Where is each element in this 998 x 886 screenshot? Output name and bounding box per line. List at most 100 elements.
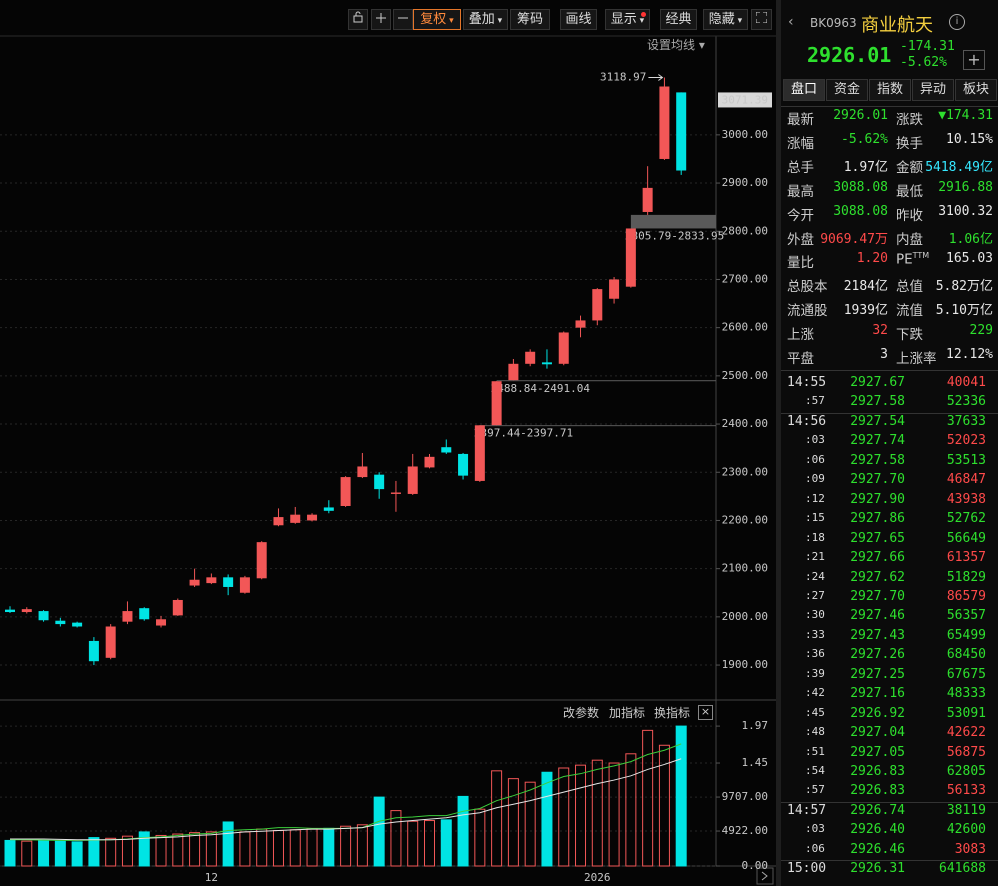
stat-label: 总值 [896, 279, 923, 296]
tick-volume: 53513 [946, 452, 986, 468]
lock-button[interactable] [348, 9, 368, 30]
splitter[interactable] [776, 0, 781, 886]
stat-label: 内盘 [896, 231, 923, 248]
gap-zone [479, 425, 716, 427]
volume-bar [524, 781, 536, 867]
candle-body [239, 577, 250, 593]
toolbar-button[interactable]: 叠加 ▾ [463, 9, 508, 30]
volume-bar [591, 759, 603, 867]
tick-time: :42 [805, 686, 825, 700]
volume-bar [474, 808, 486, 867]
toolbar-button[interactable]: 筹码 [510, 9, 550, 30]
y-tick-label: 1.97 [742, 719, 769, 732]
gap-label: 2397.44-2397.71 [474, 426, 573, 439]
candle-body [307, 514, 318, 521]
high-arrowhead [658, 74, 664, 81]
tick-volume: 61357 [946, 550, 986, 566]
tick-volume: 68450 [946, 647, 986, 663]
tick-time: :51 [805, 744, 825, 758]
dropdown-arrow: ▾ [494, 16, 503, 26]
toolbar-button-label: 经典 [665, 12, 692, 27]
tick-time: :33 [805, 627, 825, 641]
divider [781, 370, 998, 371]
minus-button[interactable] [393, 9, 413, 30]
stat-label: 涨跌 [896, 112, 923, 128]
plus-icon [376, 13, 386, 23]
add-watch-button[interactable]: + [963, 50, 985, 70]
stat-label: 下跌 [896, 327, 923, 344]
plus-button[interactable] [371, 9, 391, 30]
notice-dot [641, 12, 646, 17]
candle-body [139, 608, 150, 620]
stat-label: 量比 [787, 255, 814, 272]
stat-value: 5.10万亿 [935, 303, 993, 319]
panel-tab[interactable]: 指数 [869, 79, 911, 101]
toolbar-button[interactable]: 画线 [560, 9, 597, 30]
candle-body [575, 320, 586, 328]
stat-label: 今开 [787, 207, 814, 224]
candle-body [55, 620, 66, 625]
stat-value: 9069.47万 [820, 231, 888, 247]
indicator-button[interactable]: 加指标 [609, 706, 646, 720]
stat-value: 3088.08 [833, 179, 888, 195]
tick-price: 2926.74 [850, 802, 905, 818]
tick-price: 2927.54 [850, 413, 905, 429]
price-change: -174.31 [900, 39, 955, 54]
volume-bar [88, 837, 100, 867]
candle-body [206, 577, 217, 584]
tick-price: 2927.46 [850, 608, 905, 624]
gap-label: 2805.79-2833.95 [625, 229, 724, 242]
indicator-button[interactable]: 改参数 [563, 706, 600, 720]
stat-label: 总手 [787, 159, 814, 176]
tick-time: 15:00 [787, 861, 827, 877]
ma-settings[interactable]: 设置均线 ▾ [647, 38, 705, 52]
panel-tab[interactable]: 盘口 [783, 79, 825, 101]
stat-label: 上涨 [787, 327, 814, 344]
candle-body [676, 92, 687, 171]
indicator-button[interactable]: 换指标 [654, 706, 691, 720]
candle-body [172, 599, 183, 616]
back-icon[interactable]: ‹ [788, 14, 794, 30]
dropdown-arrow: ▾ [446, 16, 454, 26]
volume-bar [675, 725, 687, 867]
tick-group-divider [781, 801, 998, 803]
volume-ma-line [10, 758, 682, 841]
tick-volume: 52762 [946, 511, 986, 527]
volume-bar [457, 795, 469, 867]
volume-bar [205, 831, 217, 867]
candle-body [424, 456, 435, 468]
tick-time: :03 [805, 822, 825, 836]
tick-price: 2927.70 [850, 472, 905, 488]
y-tick-label: 2200.00 [722, 513, 768, 526]
volume-bar [54, 840, 66, 867]
toolbar-button[interactable]: 经典 [660, 9, 697, 30]
fullscreen-button[interactable] [751, 9, 772, 30]
candle-body [441, 447, 452, 453]
tick-price: 2927.58 [850, 394, 905, 410]
tick-price: 2927.43 [850, 627, 905, 643]
panel-tab[interactable]: 资金 [826, 79, 868, 101]
tick-time: :57 [805, 394, 825, 408]
candle-body [558, 332, 569, 364]
volume-bar [105, 837, 117, 867]
panel-tab[interactable]: 板块 [955, 79, 997, 101]
candle-body [273, 517, 284, 526]
panel-tab[interactable]: 异动 [912, 79, 954, 101]
toolbar-button[interactable]: 显示 ▾ [605, 9, 650, 30]
tick-price: 2927.62 [850, 569, 905, 585]
candle-body [340, 477, 351, 506]
y-tick-label: 2300.00 [722, 465, 768, 478]
close-indicator[interactable]: × [698, 705, 713, 720]
tick-time: 14:56 [787, 413, 827, 429]
scroll-button[interactable] [756, 867, 774, 885]
toolbar-button-label: 筹码 [516, 12, 543, 27]
info-icon[interactable]: i [949, 14, 965, 30]
stat-label: 最高 [787, 183, 814, 200]
tick-price: 2926.40 [850, 822, 905, 838]
stat-value: 229 [969, 323, 993, 339]
candle-body [390, 492, 401, 494]
toolbar-button[interactable]: 隐藏 ▾ [703, 9, 748, 30]
gap-zone [630, 214, 716, 229]
toolbar-button[interactable]: 复权 ▾ [413, 9, 461, 30]
volume-bar [189, 832, 201, 867]
